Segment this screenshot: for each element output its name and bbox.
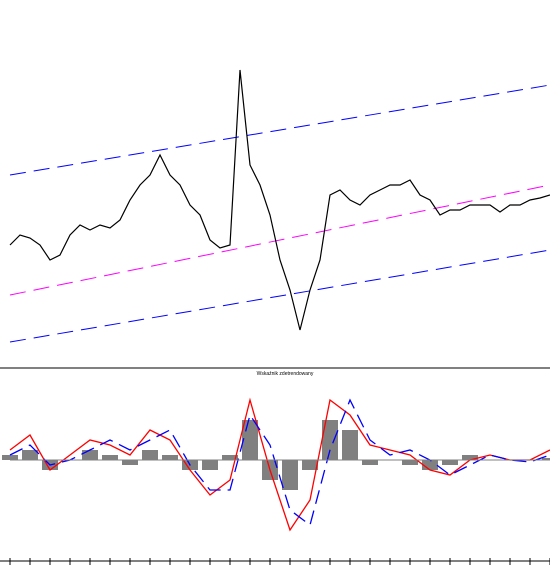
oscillator-line <box>9 397 550 532</box>
histogram-bar <box>242 420 258 460</box>
histogram-bar <box>22 450 38 460</box>
histogram-bar <box>222 455 238 460</box>
histogram-bar <box>162 455 178 460</box>
histogram-bar <box>342 430 358 460</box>
histogram-bar <box>2 455 18 460</box>
histogram-bar <box>542 458 550 460</box>
price-line <box>9 69 550 331</box>
histogram-bar <box>202 460 218 470</box>
histogram-bar <box>462 455 478 460</box>
channel-line <box>9 84 550 176</box>
histogram-bar <box>362 460 378 465</box>
histogram-bar <box>122 460 138 465</box>
histogram-bar <box>422 460 438 470</box>
channel-line <box>9 249 550 343</box>
histogram-bar <box>442 460 458 465</box>
histogram-bar <box>102 455 118 460</box>
histogram-bar <box>322 420 338 460</box>
histogram-bar <box>142 450 158 460</box>
histogram-bar <box>402 460 418 465</box>
histogram-bar <box>82 450 98 460</box>
channel-line <box>9 184 550 296</box>
histogram-bar <box>302 460 318 470</box>
histogram-bar <box>282 460 298 490</box>
oscillator-line <box>9 398 550 527</box>
panel-title: Wskaźnik zdetrendowany <box>257 371 314 377</box>
